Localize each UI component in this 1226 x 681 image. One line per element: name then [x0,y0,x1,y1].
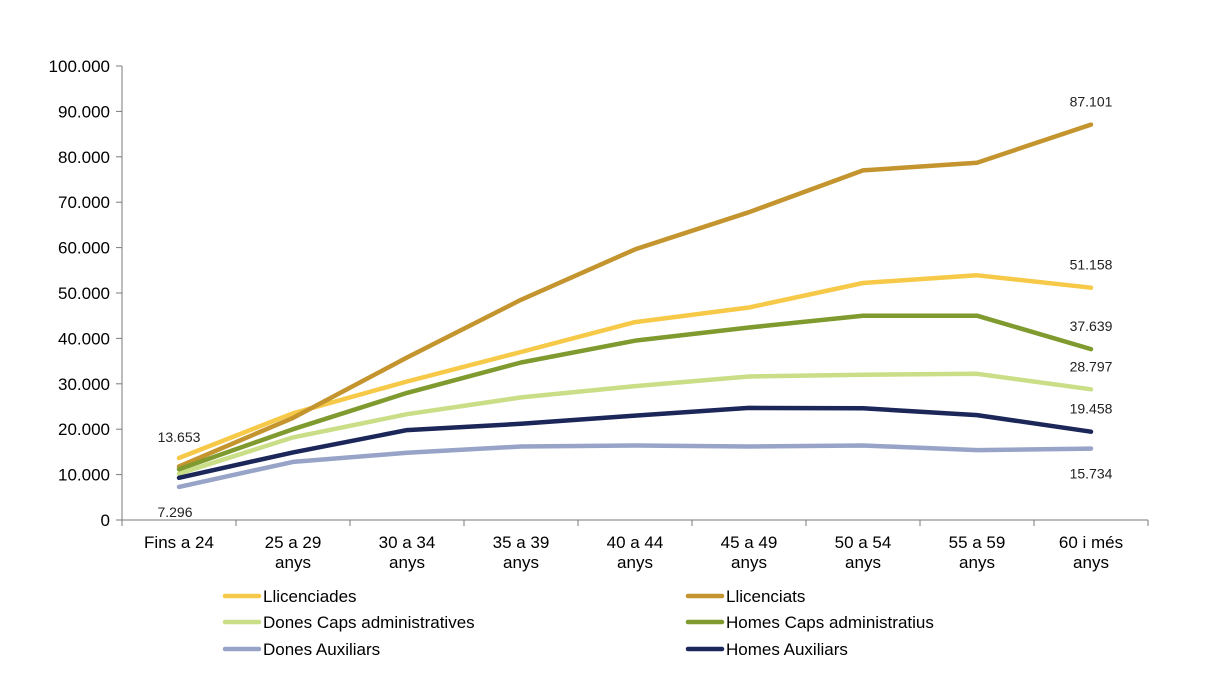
legend: Llicenciades Llicenciats Dones Caps admini… [222,587,934,659]
x-tick-label: 25 a 29 anys [265,533,322,572]
y-tick-label: 50.000 [58,284,110,303]
x-tick-label: 55 a 59 anys [949,533,1006,572]
legend-label: Llicenciats [726,587,805,606]
x-axis-ticks: Fins a 24 25 a 29 anys 30 a 34 anys 35 a 39 an… [121,520,1149,572]
legend-label: Homes Caps administratius [726,613,934,632]
y-tick-label: 20.000 [58,420,110,439]
series-line-dones-auxiliars [176,443,1094,490]
legend-label: Dones Caps administratives [263,613,475,632]
x-tick-label: 50 a 54 anys [835,533,892,572]
legend-item: Dones Auxiliars [222,640,380,659]
legend-item: Homes Caps administratius [685,613,934,632]
series-line-homes-auxiliars [176,405,1094,481]
data-label: 28.797 [1070,358,1113,374]
data-label: 19.458 [1070,401,1113,417]
legend-item: Llicenciades [222,587,357,606]
data-label: 7.296 [157,504,192,520]
series-lines [176,122,1094,490]
y-tick-label: 10.000 [58,466,110,485]
data-label: 87.101 [1070,94,1113,110]
y-tick-label: 80.000 [58,148,110,167]
legend-label: Llicenciades [263,587,357,606]
y-axis-ticks: 0 10.000 20.000 30.000 40.000 50.000 60.000 70.… [49,57,122,530]
y-tick-label: 30.000 [58,375,110,394]
legend-label: Dones Auxiliars [263,640,380,659]
legend-item: Dones Caps administratives [222,613,475,632]
data-label: 51.158 [1070,257,1113,273]
y-tick-label: 100.000 [49,57,110,76]
y-tick-label: 70.000 [58,193,110,212]
y-tick-label: 40.000 [58,329,110,348]
legend-label: Homes Auxiliars [726,640,848,659]
data-label: 13.653 [158,429,201,445]
series-line-homes-caps-administratius [176,313,1094,472]
x-tick-label: 30 a 34 anys [379,533,436,572]
series-line-dones-caps-administratives [176,371,1094,476]
data-labels: 13.653 7.296 87.101 51.158 37.639 28.797 19.45… [157,94,1112,520]
x-tick-label: 45 a 49 anys [721,533,778,572]
data-label: 37.639 [1070,318,1113,334]
legend-item: Llicenciats [685,587,805,606]
series-line-llicenciades [176,273,1094,461]
y-tick-label: 60.000 [58,239,110,258]
legend-item: Homes Auxiliars [685,640,848,659]
data-label: 15.734 [1070,466,1113,482]
x-tick-label: 35 a 39 anys [493,533,550,572]
x-tick-label: Fins a 24 [144,533,214,552]
x-tick-label: 60 i més anys [1059,533,1123,572]
y-tick-label: 90.000 [58,102,110,121]
series-line-llicenciats [176,122,1094,469]
x-tick-label: 40 a 44 anys [607,533,664,572]
y-tick-label: 0 [101,511,110,530]
